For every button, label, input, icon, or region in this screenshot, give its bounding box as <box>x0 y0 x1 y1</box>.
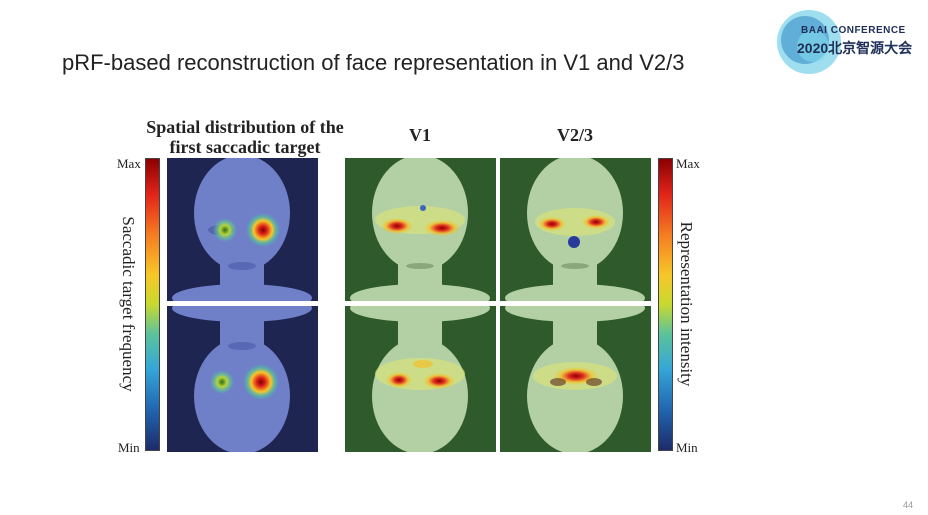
right-colorbar-min: Min <box>676 440 698 455</box>
header-v2-3: V2/3 <box>557 125 593 145</box>
logo-line2: 2020北京智源大会 <box>797 40 913 56</box>
conference-logo: BAAI CONFERENCE 2020北京智源大会 <box>775 4 925 78</box>
right-colorbar-label: Representation intensity <box>677 221 696 387</box>
right-colorbar <box>658 158 673 451</box>
logo-swirl-icon <box>777 10 841 74</box>
left-colorbar-min: Min <box>118 440 140 455</box>
page-number: 44 <box>903 500 914 510</box>
v1-panel-upright <box>345 158 496 301</box>
v23-panel-upright <box>500 158 651 301</box>
spatial-panel-inverted <box>167 306 318 452</box>
slide-title: pRF-based reconstruction of face represe… <box>62 50 685 75</box>
right-colorbar-max: Max <box>676 156 700 171</box>
left-colorbar-max: Max <box>117 156 141 171</box>
spatial-panel-upright <box>167 158 318 301</box>
v23-panel-inverted <box>500 306 651 452</box>
v1-panel-inverted <box>345 306 496 452</box>
left-colorbar <box>145 158 160 451</box>
header-spatial-distribution: Spatial distribution of the first saccad… <box>146 117 344 157</box>
header-v1: V1 <box>409 125 431 145</box>
left-colorbar-label: Saccadic target frequency <box>119 216 138 392</box>
logo-line1: BAAI CONFERENCE <box>801 25 906 36</box>
